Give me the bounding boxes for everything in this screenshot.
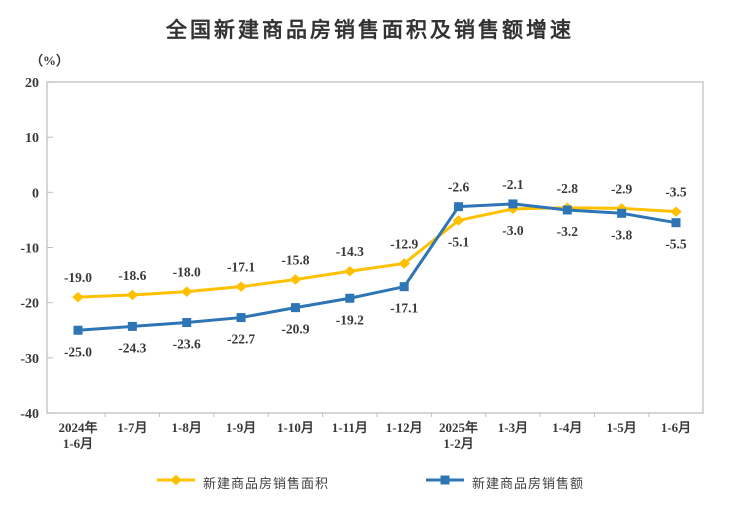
data-point-marker bbox=[289, 274, 302, 285]
plot-border bbox=[46, 81, 704, 414]
legend-label-sales-amount: 新建商品房销售额 bbox=[472, 476, 585, 491]
data-label: -2.6 bbox=[448, 180, 470, 195]
data-point-marker bbox=[399, 282, 409, 292]
data-label: -12.9 bbox=[390, 236, 418, 251]
x-axis-label: 2025年 bbox=[439, 420, 478, 435]
data-label: -3.2 bbox=[557, 224, 579, 239]
series-line bbox=[76, 206, 678, 299]
y-axis-tick-label: -10 bbox=[20, 242, 39, 257]
data-point-marker bbox=[290, 303, 300, 313]
data-label: -2.8 bbox=[557, 181, 579, 196]
data-point-marker bbox=[508, 199, 518, 209]
x-axis-label: 1-9月 bbox=[226, 420, 256, 435]
data-point-marker bbox=[344, 266, 356, 277]
y-axis-tick-label: 0 bbox=[32, 186, 39, 201]
y-axis-unit-label: （%） bbox=[30, 53, 70, 68]
data-label: -19.2 bbox=[336, 312, 364, 327]
data-point-marker bbox=[235, 281, 247, 292]
data-label: -17.1 bbox=[390, 301, 418, 316]
legend-item-sales-amount: 新建商品房销售额 bbox=[425, 473, 584, 492]
data-label: -20.9 bbox=[281, 322, 309, 337]
data-label: -5.5 bbox=[665, 237, 687, 252]
data-label: -14.3 bbox=[336, 244, 364, 259]
legend-swatch-sales-area-icon bbox=[156, 473, 196, 492]
data-label: -24.3 bbox=[118, 340, 146, 355]
legend-swatch-sales-amount-icon bbox=[425, 473, 465, 492]
legend-label-sales-area: 新建商品房销售面积 bbox=[202, 476, 329, 491]
data-point-marker bbox=[73, 325, 83, 335]
data-label: -3.8 bbox=[611, 227, 633, 242]
x-axis-label: 1-6月 bbox=[661, 420, 691, 435]
data-label: -5.1 bbox=[448, 234, 470, 249]
legend-item-sales-area: 新建商品房销售面积 bbox=[156, 473, 329, 492]
x-axis-label: 1-11月 bbox=[332, 420, 368, 435]
x-axis-label: 1-2月 bbox=[443, 436, 473, 451]
data-point-marker bbox=[236, 313, 246, 323]
x-axis-label: 2024年 bbox=[58, 420, 97, 435]
y-axis-tick-label: 10 bbox=[25, 131, 39, 146]
data-point-marker bbox=[398, 258, 410, 269]
data-label: -25.0 bbox=[64, 344, 92, 359]
x-axis-label: 1-3月 bbox=[498, 420, 528, 435]
data-label: -3.0 bbox=[502, 223, 524, 238]
data-point-marker bbox=[345, 293, 355, 303]
data-label: -2.1 bbox=[502, 177, 524, 192]
data-label: -22.7 bbox=[227, 332, 255, 347]
data-label: -2.9 bbox=[611, 181, 633, 196]
data-point-marker bbox=[72, 291, 84, 303]
data-point-marker bbox=[670, 206, 682, 217]
data-label: -18.6 bbox=[118, 268, 146, 283]
data-point-marker bbox=[454, 202, 464, 212]
data-label: -23.6 bbox=[173, 337, 201, 352]
x-axis-label: 1-5月 bbox=[606, 420, 636, 435]
y-axis-tick-label: -20 bbox=[20, 297, 39, 312]
y-axis-tick-label: 20 bbox=[25, 76, 39, 91]
data-point-marker bbox=[617, 208, 627, 218]
x-axis-label: 1-12月 bbox=[386, 420, 423, 435]
x-axis-label: 1-7月 bbox=[117, 420, 147, 435]
x-axis-label: 1-6月 bbox=[63, 436, 93, 451]
data-point-marker bbox=[671, 218, 681, 228]
data-label: -18.0 bbox=[173, 265, 201, 280]
x-axis-label: 1-4月 bbox=[552, 420, 582, 435]
y-axis-tick-label: -30 bbox=[20, 352, 39, 367]
data-label: -19.0 bbox=[64, 270, 92, 285]
data-point-marker bbox=[127, 321, 137, 331]
data-label: -3.5 bbox=[665, 185, 687, 200]
square-line-swatch-icon bbox=[426, 475, 464, 485]
data-label: -15.8 bbox=[281, 252, 309, 267]
data-point-marker bbox=[452, 215, 465, 226]
series-line bbox=[76, 202, 678, 332]
data-label: -17.1 bbox=[227, 260, 255, 275]
y-axis-tick-label: -40 bbox=[20, 407, 39, 422]
data-point-marker bbox=[562, 205, 572, 215]
x-axis-label: 1-10月 bbox=[277, 420, 314, 435]
data-point-marker bbox=[126, 289, 139, 301]
diamond-line-swatch-icon bbox=[156, 474, 195, 486]
chart-legend: 新建商品房销售面积 新建商品房销售额 bbox=[0, 473, 740, 492]
data-point-marker bbox=[615, 203, 628, 214]
data-point-marker bbox=[182, 318, 192, 328]
data-point-marker bbox=[180, 286, 193, 297]
chart-title: 全国新建商品房销售面积及销售额增速 bbox=[166, 19, 574, 42]
x-axis-label: 1-8月 bbox=[172, 420, 202, 435]
